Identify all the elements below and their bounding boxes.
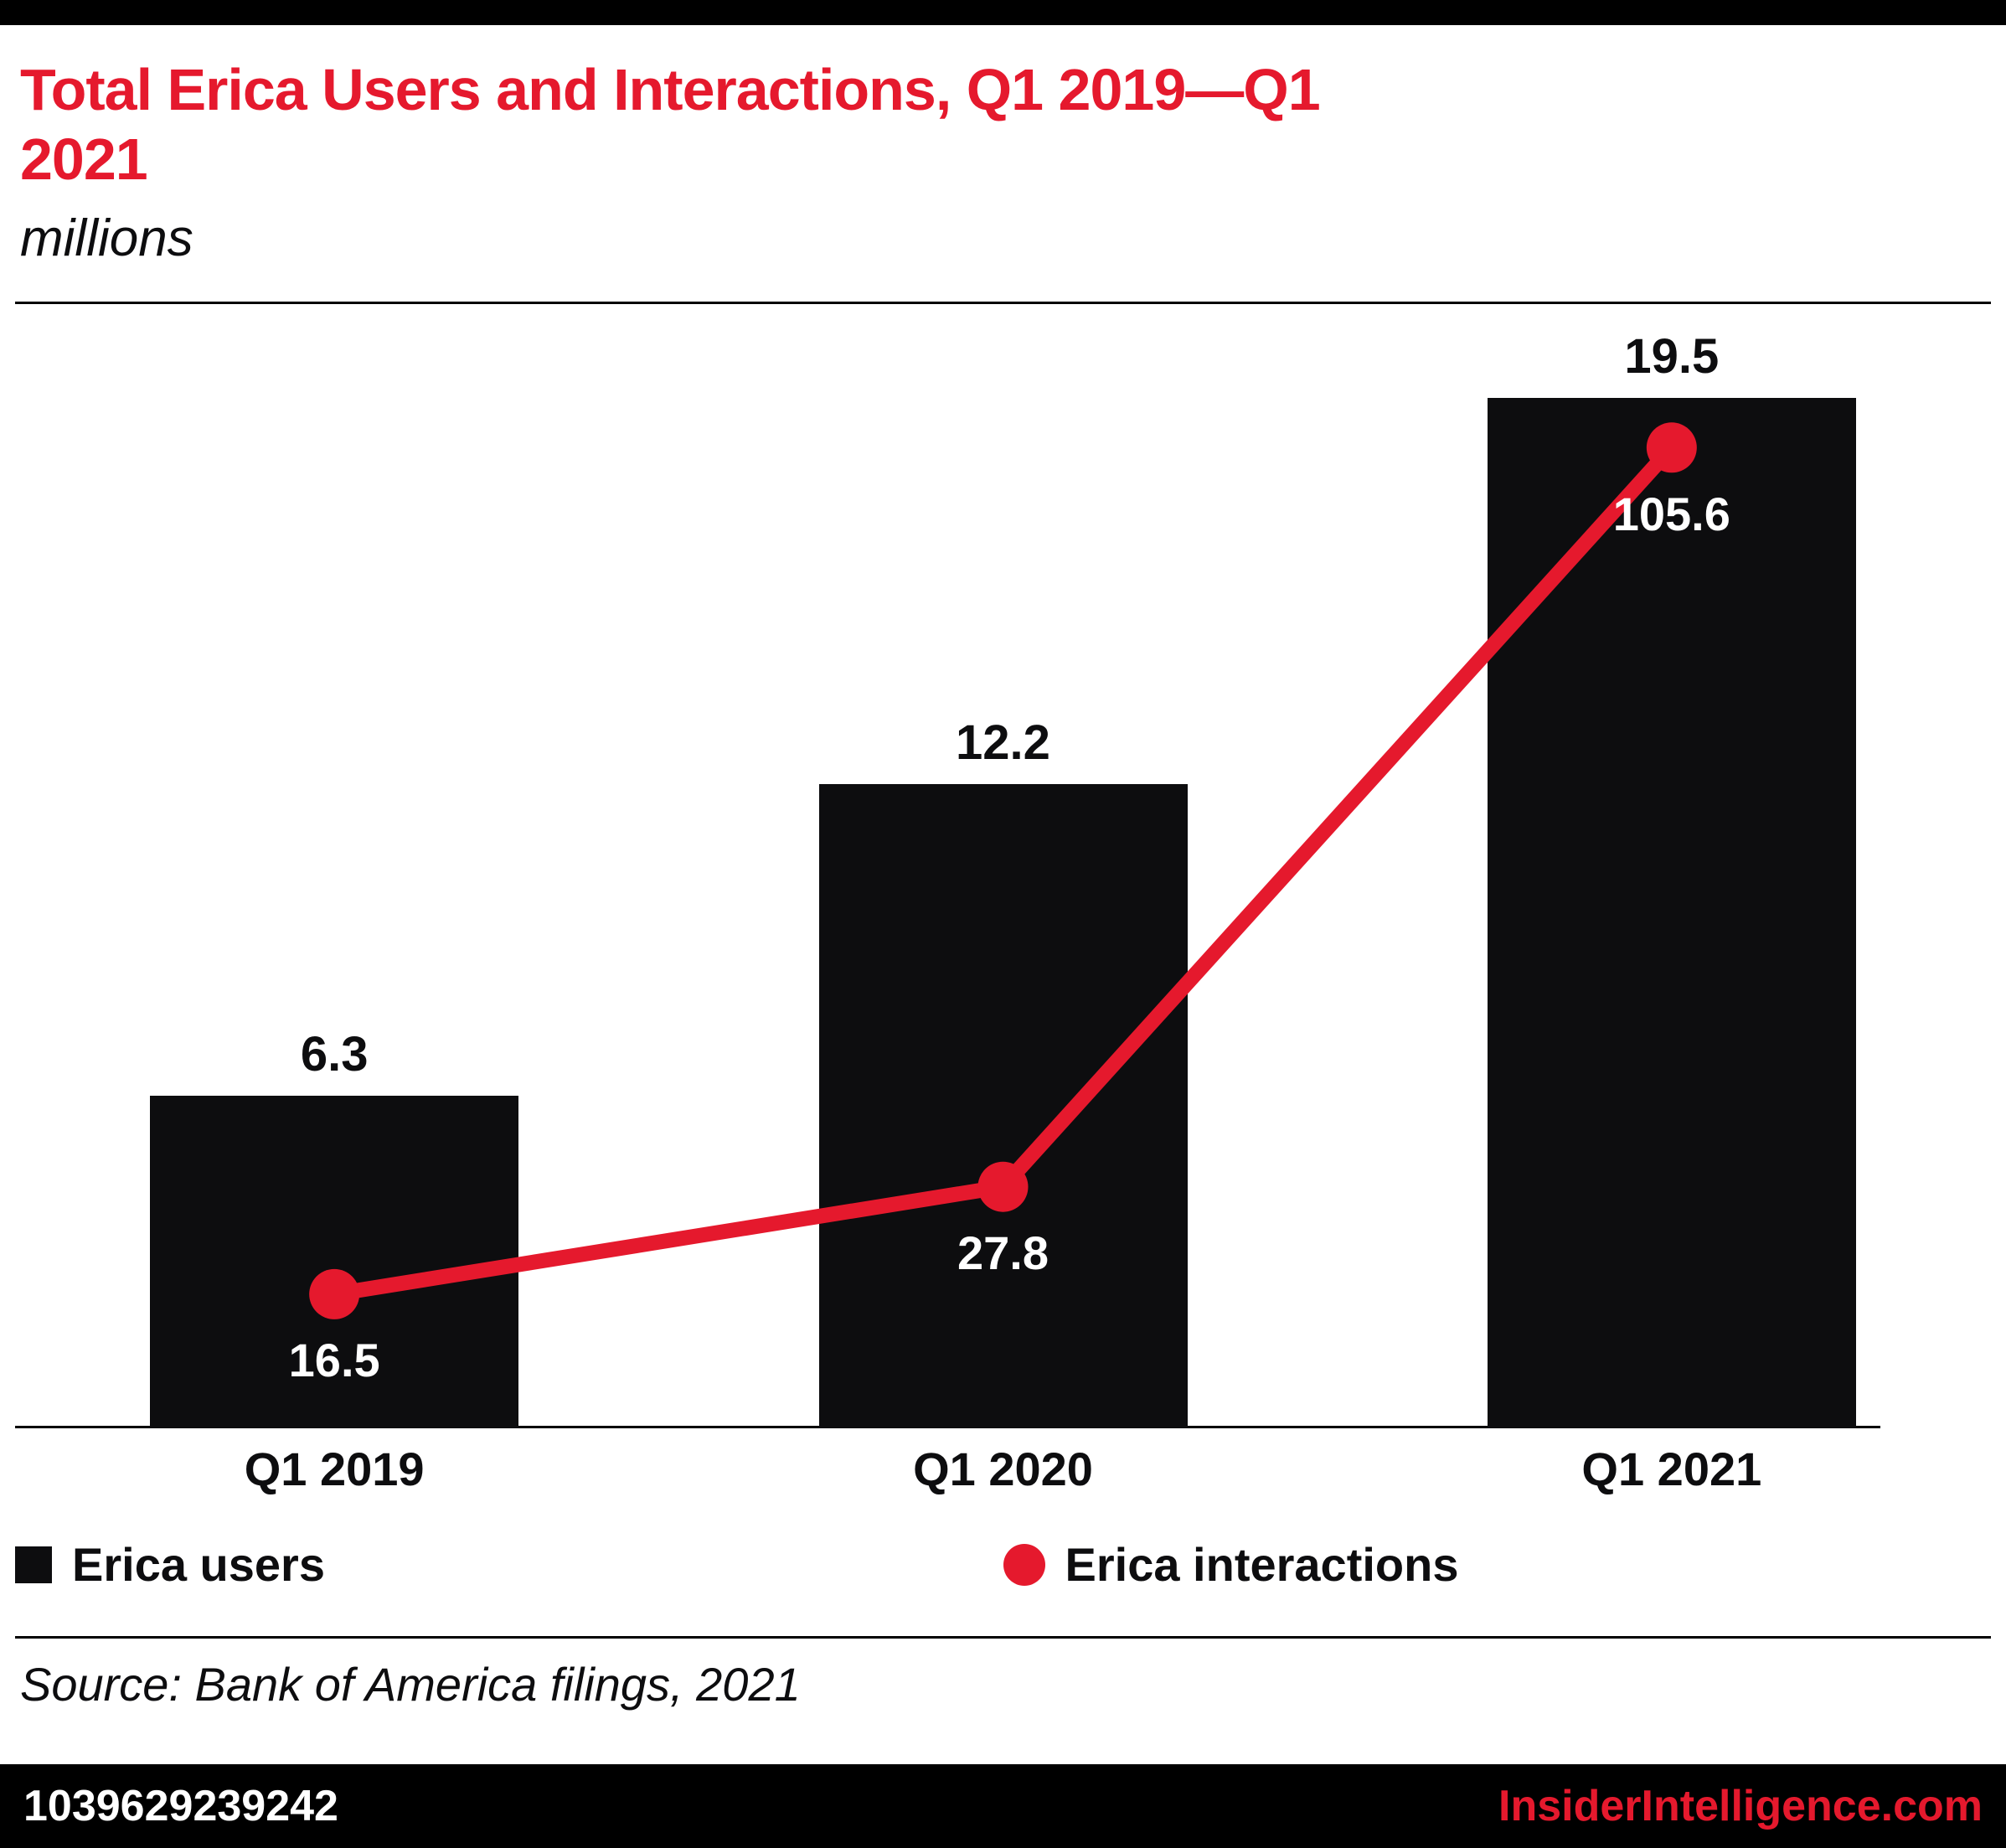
source-divider (15, 1636, 1991, 1639)
footer-bar: 1039629239242 InsiderIntelligence.com (0, 1764, 2006, 1848)
chart-header: Total Erica Users and Interactions, Q1 2… (0, 25, 2006, 268)
source-note: Source: Bank of America filings, 2021 (20, 1658, 801, 1711)
legend: Erica users Erica interactions (0, 1537, 2006, 1592)
bar-value-label-q1-2019: 6.3 (300, 1026, 369, 1081)
bar-q1-2020 (818, 783, 1188, 1429)
line-value-label-q1-2021: 105.6 (1612, 487, 1730, 540)
line-value-label-q1-2020: 27.8 (957, 1226, 1049, 1280)
interactions-line-layer (309, 422, 1697, 1320)
footer-chart-id: 1039629239242 (23, 1782, 338, 1830)
line-point-q1-2021 (1646, 422, 1697, 473)
bar-q1-2019 (150, 1095, 519, 1429)
bar-q1-2021 (1487, 397, 1856, 1429)
bar-value-label-q1-2021: 19.5 (1624, 328, 1720, 384)
top-border-bar (0, 0, 2006, 25)
line-point-q1-2020 (977, 1162, 1029, 1213)
legend-item-erica-interactions: Erica interactions (1003, 1537, 1459, 1592)
x-axis-labels: Q1 2019 Q1 2020 Q1 2021 (0, 1442, 2006, 1502)
line-swatch-icon (1003, 1543, 1045, 1586)
legend-label-users: Erica users (72, 1538, 325, 1592)
legend-label-interactions: Erica interactions (1065, 1538, 1459, 1592)
chart-plot-area: 6.3 12.2 19.5 16.5 27.8 105.6 (0, 329, 2006, 1429)
bar-value-label-q1-2020: 12.2 (956, 715, 1050, 770)
chart-units-subtitle: millions (20, 209, 193, 268)
chart-title: Total Erica Users and Interactions, Q1 2… (20, 57, 1321, 192)
line-point-q1-2019 (309, 1269, 360, 1320)
line-value-label-q1-2019: 16.5 (288, 1334, 380, 1387)
x-axis-label-q1-2019: Q1 2019 (244, 1443, 425, 1496)
bar-swatch-icon (15, 1546, 52, 1583)
header-divider (15, 302, 1991, 305)
x-axis-label-q1-2021: Q1 2021 (1581, 1443, 1762, 1496)
x-axis-label-q1-2020: Q1 2020 (913, 1443, 1093, 1496)
legend-item-erica-users: Erica users (15, 1537, 325, 1592)
footer-site-link[interactable]: InsiderIntelligence.com (1498, 1782, 1983, 1830)
